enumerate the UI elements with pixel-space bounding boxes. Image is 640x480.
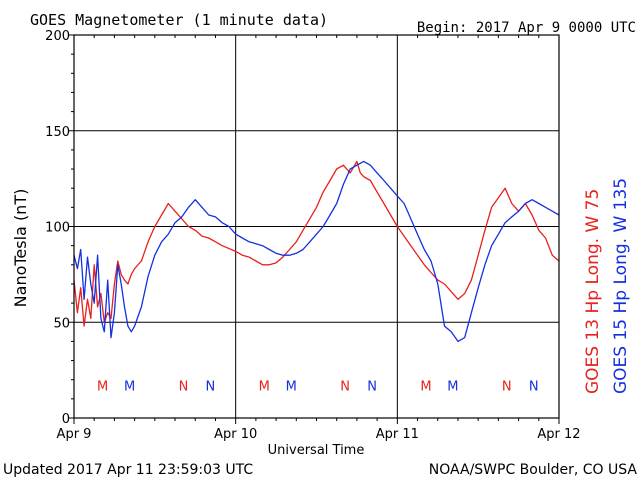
marker-m: M [286, 379, 297, 394]
marker-n: N [502, 379, 512, 394]
axis-ticks: 0 50 100 150 200 Apr 9 Apr 10 Apr 11 Apr 12 [45, 29, 580, 442]
marker-m: M [124, 379, 135, 394]
marker-m: M [97, 379, 108, 394]
y-tick-label: 100 [45, 221, 70, 236]
marker-m: M [447, 379, 458, 394]
legend-goes15: GOES 15 Hp Long. W 135 [611, 178, 631, 394]
begin-label: Begin: 2017 Apr 9 0000 UTC [417, 20, 636, 36]
legend-goes13: GOES 13 Hp Long. W 75 [583, 189, 603, 394]
x-tick-label: Apr 10 [214, 427, 257, 442]
chart-title: GOES Magnetometer (1 minute data) [30, 11, 328, 29]
marker-m: M [259, 379, 270, 394]
x-axis-label: Universal Time [268, 443, 365, 458]
marker-n: N [179, 379, 189, 394]
x-tick-label: Apr 11 [376, 427, 419, 442]
marker-m: M [420, 379, 431, 394]
x-tick-label: Apr 12 [537, 427, 580, 442]
marker-n: N [206, 379, 216, 394]
marker-n: N [367, 379, 377, 394]
source-label: NOAA/SWPC Boulder, CO USA [429, 462, 638, 478]
y-tick-label: 200 [45, 29, 70, 44]
y-tick-label: 0 [62, 412, 70, 427]
series-line-goes13 [73, 160, 560, 327]
y-axis-label: NanoTesla (nT) [11, 189, 30, 308]
x-tick-label: Apr 9 [57, 427, 92, 442]
series-line-goes15 [73, 160, 560, 343]
marker-n: N [340, 379, 350, 394]
y-tick-label: 150 [45, 125, 70, 140]
y-tick-label: 50 [53, 316, 70, 331]
updated-label: Updated 2017 Apr 11 23:59:03 UTC [3, 462, 253, 478]
series-lines [73, 160, 560, 343]
marker-n: N [529, 379, 539, 394]
